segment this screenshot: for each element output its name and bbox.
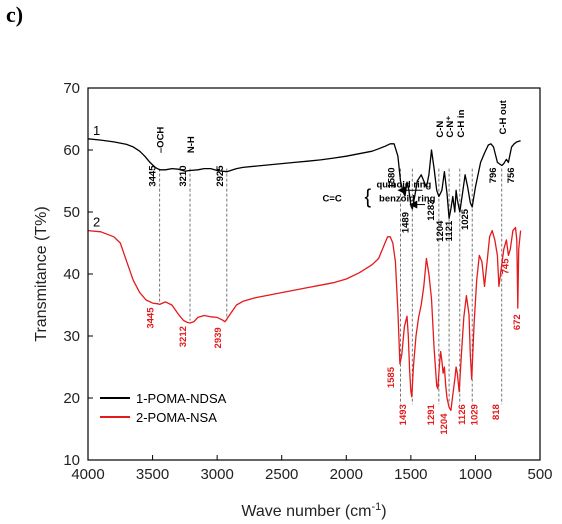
peak-label-black-3: 1580 [387,167,398,188]
peak-label-red-9: 818 [491,404,502,420]
peak-label-black-2: 2925 [215,165,226,187]
y-tick-label-2: 30 [63,328,80,345]
peak-label-black-6: 1204 [435,220,446,242]
x-tick-label-1: 3500 [136,466,169,483]
group-label-1: N-H [186,136,197,153]
legend-label-1: 1-POMA-NDSA [136,391,227,406]
group-label-3: C-N⁺ [445,116,456,138]
peak-label-red-4: 1493 [398,404,409,425]
x-axis-label-main: Wave number (cm [241,503,371,520]
cc-brace: { [364,186,371,208]
peak-label-red-5: 1291 [426,403,437,425]
x-axis-label-sup: -1 [372,501,382,513]
peak-label-black-7: 1121 [444,220,455,241]
peak-label-red-8: 1029 [470,404,481,425]
peak-label-red-11: 672 [512,314,523,330]
panel-label: c) [6,2,24,27]
ring-label-0: quinoid ring [376,179,431,190]
group-label-2: C-N [435,121,446,138]
peak-label-black-8: 1025 [460,208,471,230]
x-axis-label: Wave number (cm-1) [241,501,386,520]
y-tick-label-3: 40 [63,266,80,283]
y-tick-label-6: 70 [63,80,80,97]
legend: 1-POMA-NDSA 2-POMA-NSA [100,391,227,425]
x-tick-label-5: 1500 [394,466,427,483]
curve-number-1: 1 [93,123,100,138]
x-tick-label-0: 4000 [71,466,104,483]
peak-label-red-0: 3445 [146,307,157,329]
curve-number-2: 2 [93,215,100,230]
ring-label-1: benzoid ring [379,194,436,205]
y-tick-label-4: 50 [63,204,80,221]
group-label-5: C-H out [498,99,509,134]
x-tick-label-2: 3000 [200,466,233,483]
x-tick-label-3: 2500 [265,466,298,483]
peak-label-red-1: 3212 [178,326,189,347]
peak-label-black-5: 1283 [426,200,437,221]
y-tick-label-0: 10 [63,452,80,469]
series-line-1 [87,138,521,219]
x-tick-label-4: 2000 [330,466,363,483]
x-tick-label-7: 500 [527,466,552,483]
x-tick-label-6: 1000 [459,466,492,483]
peak-label-red-7: 1126 [457,404,468,425]
peak-label-red-2: 2939 [213,327,224,348]
y-tick-label-1: 20 [63,390,80,407]
peak-label-black-10: 756 [506,167,517,183]
group-label-4: C-H in [456,109,467,137]
peak-label-red-3: 1585 [386,366,397,388]
peak-label-red-6: 1204 [439,413,450,435]
peak-label-black-0: 3445 [148,165,159,187]
x-axis-label-end: ) [381,503,386,520]
peak-label-red-10: 745 [500,258,511,275]
series-line-2 [87,226,522,412]
peak-label-black-1: 3210 [178,166,189,187]
cc-label: C=C [322,193,341,204]
legend-label-2: 2-POMA-NSA [136,410,217,425]
y-axis-label: Transmitance (T%) [33,206,50,341]
y-tick-label-5: 60 [63,142,80,159]
peak-label-black-4: 1489 [400,212,411,233]
group-label-0: –OCH [156,127,167,154]
peak-label-black-9: 796 [488,167,499,183]
